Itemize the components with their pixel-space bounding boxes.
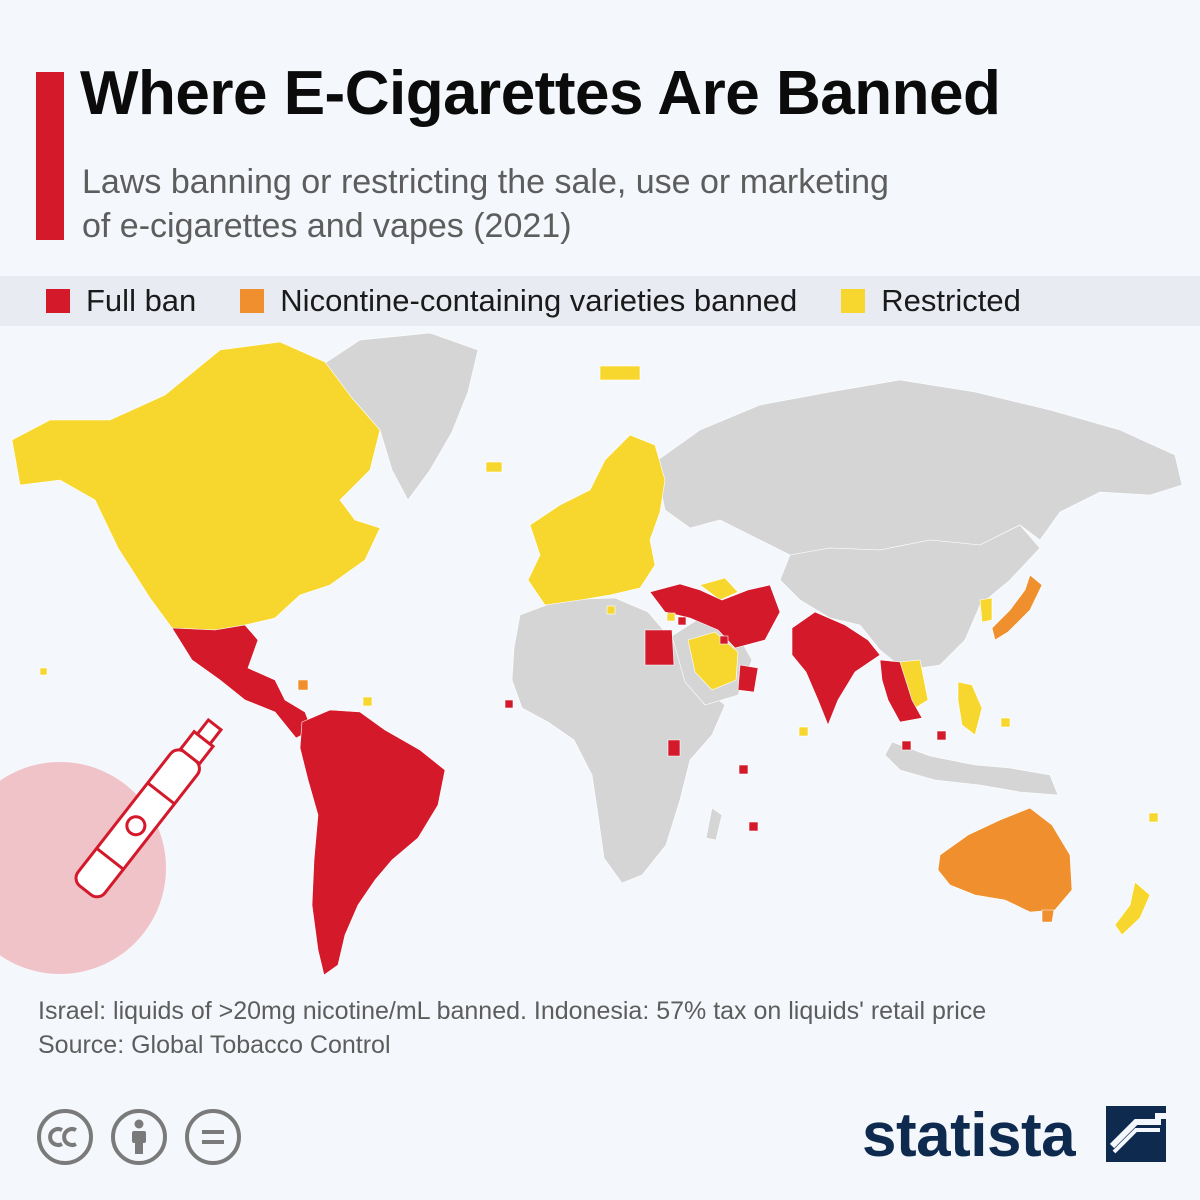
license-icons <box>36 1108 242 1166</box>
marker-cyprus <box>666 612 676 622</box>
region-india <box>791 611 881 726</box>
region-europe <box>527 434 666 606</box>
legend-item-full-ban: Full ban <box>46 283 196 319</box>
footnote-text: Israel: liquids of >20mg nicotine/mL ban… <box>38 997 987 1025</box>
marker-seychelles <box>748 821 759 832</box>
marker-malta <box>606 605 616 615</box>
region-south-america <box>299 709 446 976</box>
region-tasmania <box>1041 909 1055 923</box>
no-derivatives-icon[interactable] <box>184 1108 242 1166</box>
marker-qatar <box>719 635 729 645</box>
legend-item-nicotine-banned: Nicontine-containing varieties banned <box>240 283 797 319</box>
marker-svalbard <box>599 365 641 381</box>
page-title: Where E-Cigarettes Are Banned <box>80 59 1001 128</box>
marker-mauritius <box>738 764 749 775</box>
attribution-icon[interactable] <box>110 1108 168 1166</box>
marker-brunei <box>936 730 947 741</box>
region-china <box>779 524 1041 671</box>
marker-singapore <box>901 740 912 751</box>
region-indonesia <box>884 741 1059 796</box>
legend-label: Restricted <box>881 283 1021 318</box>
marker-lebanon <box>677 616 687 626</box>
region-mexico <box>171 624 313 739</box>
region-uganda <box>667 739 681 757</box>
marker-gambia <box>504 699 514 709</box>
region-australia <box>937 807 1073 913</box>
region-korea <box>979 597 993 623</box>
e-cigarette-icon <box>0 717 224 974</box>
region-egypt <box>644 629 675 666</box>
world-map <box>0 332 1183 976</box>
legend-swatch-nicotine-banned <box>240 289 265 313</box>
region-japan <box>991 574 1043 641</box>
legend-label: Full ban <box>86 283 197 318</box>
marker-maldives <box>798 726 809 737</box>
legend-label: Nicontine-containing varieties banned <box>280 283 798 318</box>
legend: Full ban Nicontine-containing varieties … <box>0 276 1200 326</box>
brand-name[interactable]: statista <box>862 1101 1076 1170</box>
marker-palau <box>1000 717 1011 728</box>
legend-swatch-full-ban <box>46 289 70 313</box>
region-jamaica <box>297 679 309 691</box>
region-central-asia <box>699 577 739 601</box>
marker-hawaii <box>39 667 48 676</box>
cc-icon[interactable] <box>36 1108 94 1166</box>
region-north-america <box>11 341 381 631</box>
region-oman <box>737 664 759 693</box>
marker-barbados <box>362 696 373 707</box>
legend-swatch-restricted <box>841 289 866 313</box>
region-new-zealand <box>1114 881 1151 936</box>
statista-logo-icon[interactable] <box>1106 1106 1166 1162</box>
region-middle-east <box>649 583 781 649</box>
accent-bar <box>36 72 64 240</box>
footnote: Israel: liquids of >20mg nicotine/mL ban… <box>38 994 1178 1062</box>
region-africa <box>511 597 726 884</box>
region-madagascar <box>705 807 723 841</box>
marker-iceland <box>485 461 503 473</box>
region-philippines <box>957 681 983 736</box>
region-thailand <box>879 659 923 723</box>
source-text: Source: Global Tobacco Control <box>38 1031 391 1059</box>
page-subtitle: Laws banning or restricting the sale, us… <box>82 163 889 245</box>
region-russia <box>654 379 1183 556</box>
legend-item-restricted: Restricted <box>841 283 1021 319</box>
region-saudi <box>687 631 739 691</box>
marker-fiji <box>1148 812 1159 823</box>
